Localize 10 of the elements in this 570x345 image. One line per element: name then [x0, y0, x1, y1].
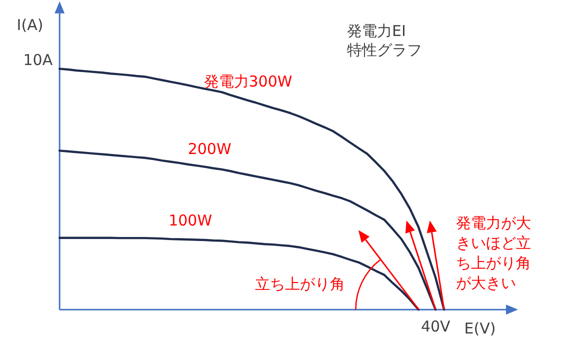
- series-label: 発電力300W: [204, 72, 292, 90]
- annotation: 立ち上がり角: [255, 275, 345, 293]
- text: 10A: [23, 50, 54, 69]
- text: 40V: [420, 318, 452, 336]
- text: 発電力が大きいほど立ち上がり角が大きい: [456, 214, 531, 292]
- series-label: 100W: [168, 212, 212, 230]
- series-label: 200W: [188, 140, 232, 158]
- x-axis-title: E(V): [464, 320, 496, 338]
- y-axis-title: I(A): [16, 16, 44, 34]
- chart-title: 発電力EI特性グラフ: [347, 22, 422, 59]
